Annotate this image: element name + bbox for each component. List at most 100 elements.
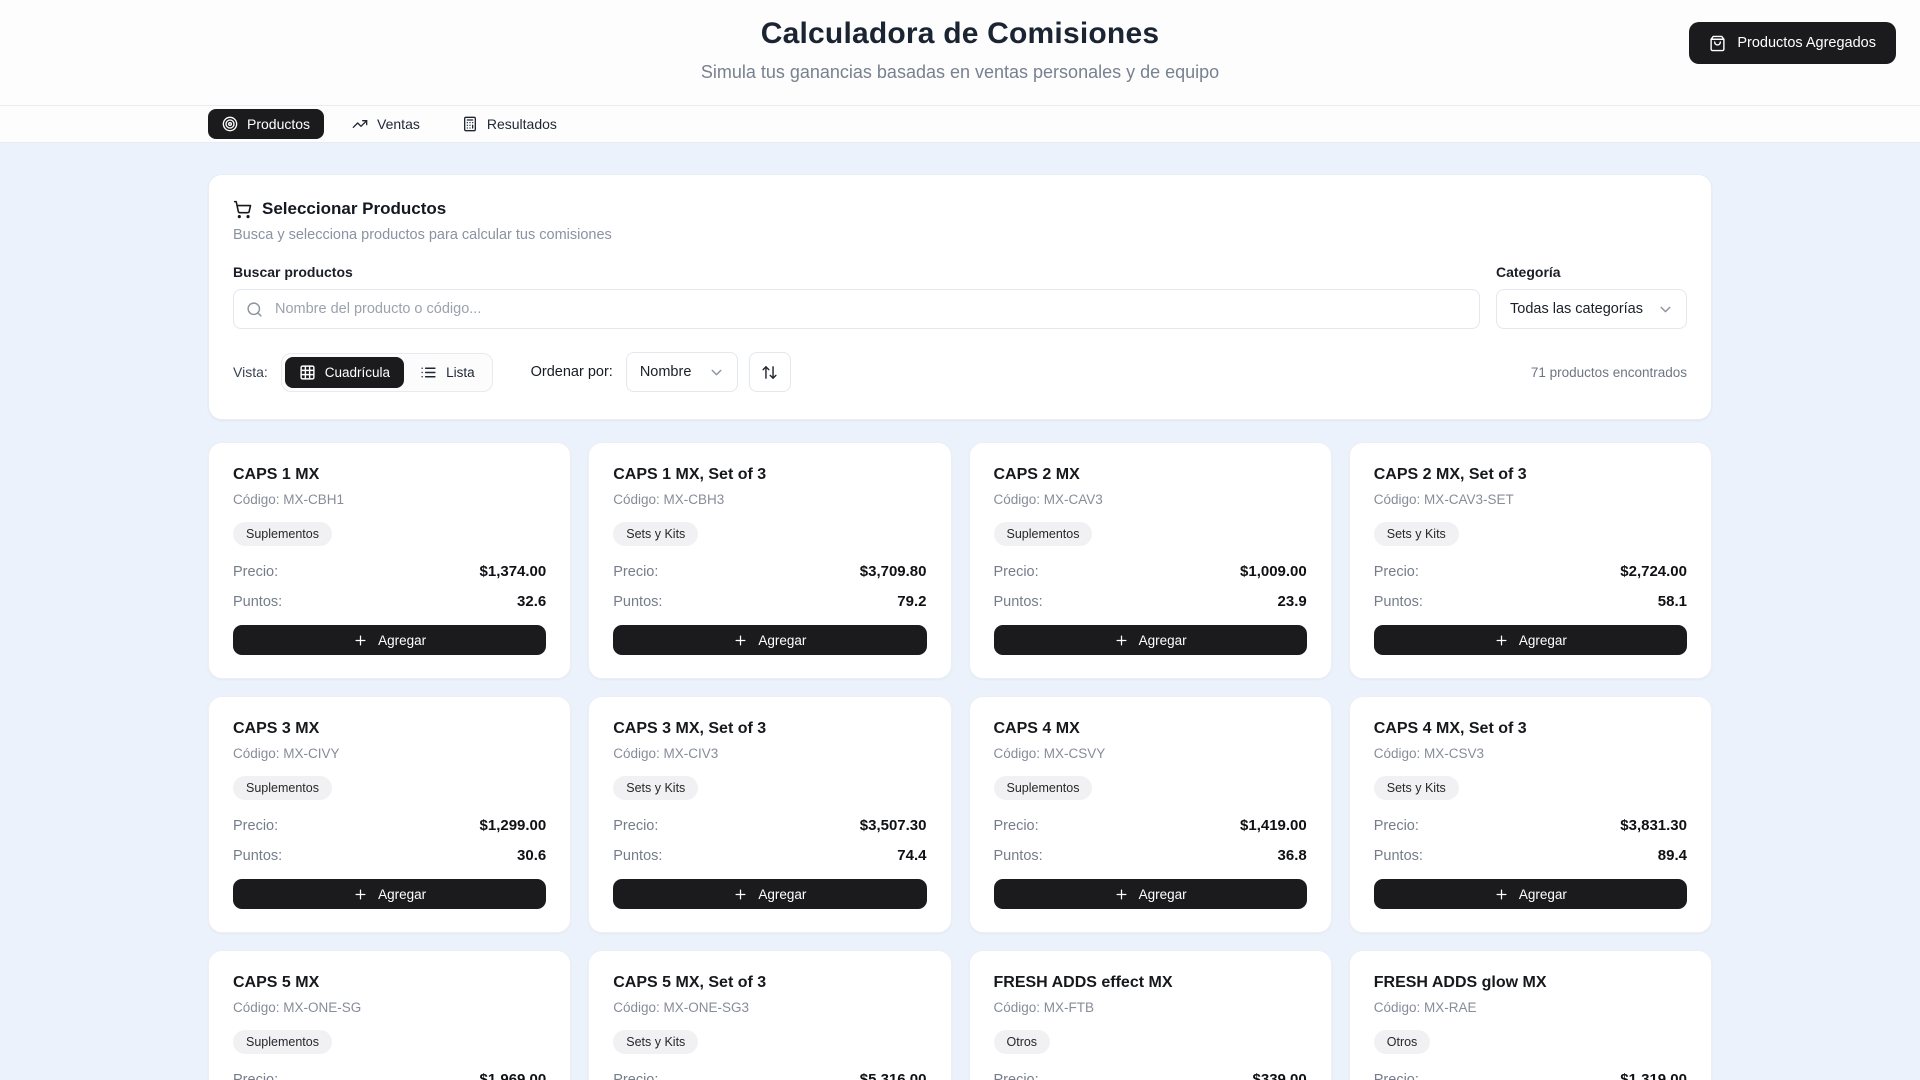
points-value: 36.8 bbox=[1277, 847, 1307, 864]
search-input[interactable] bbox=[233, 289, 1480, 329]
chevron-down-icon bbox=[708, 364, 725, 381]
category-badge: Sets y Kits bbox=[1373, 776, 1459, 800]
points-row: Puntos: 74.4 bbox=[613, 847, 926, 864]
add-button-label: Agregar bbox=[1518, 632, 1567, 648]
price-row: Precio: $339.00 bbox=[994, 1071, 1307, 1080]
panel-subtitle: Busca y selecciona productos para calcul… bbox=[233, 227, 612, 243]
price-label: Precio: bbox=[993, 564, 1039, 580]
add-product-button[interactable]: Agregar bbox=[233, 879, 547, 909]
product-name: CAPS 4 MX bbox=[993, 720, 1080, 737]
price-value: $1,374.00 bbox=[479, 563, 547, 580]
list-icon bbox=[420, 364, 437, 381]
trending-up-icon bbox=[352, 116, 368, 132]
add-product-button[interactable]: Agregar bbox=[613, 625, 927, 655]
tab-label: Resultados bbox=[486, 116, 557, 132]
price-label: Precio: bbox=[613, 818, 659, 834]
price-value: $1,419.00 bbox=[1240, 817, 1307, 834]
tab-productos[interactable]: Productos bbox=[208, 109, 325, 139]
plus-icon bbox=[353, 633, 368, 648]
points-label: Puntos: bbox=[613, 848, 663, 864]
product-code: Código: MX-FTB bbox=[993, 1000, 1095, 1015]
product-code: Código: MX-CBH3 bbox=[613, 492, 725, 507]
chevron-down-icon bbox=[1657, 301, 1674, 318]
price-row: Precio: $1,319.00 bbox=[1374, 1071, 1687, 1080]
arrow-up-down-icon bbox=[761, 364, 778, 381]
add-button-label: Agregar bbox=[378, 886, 427, 902]
tab-label: Ventas bbox=[377, 116, 420, 132]
add-product-button[interactable]: Agregar bbox=[1373, 625, 1687, 655]
add-product-button[interactable]: Agregar bbox=[233, 625, 547, 655]
add-button-label: Agregar bbox=[758, 886, 807, 902]
results-count: 71 productos encontrados bbox=[1530, 364, 1687, 380]
product-code: Código: MX-CSVY bbox=[993, 746, 1106, 761]
add-product-button[interactable]: Agregar bbox=[1373, 879, 1687, 909]
view-toggle-group: Cuadrícula Lista bbox=[280, 352, 493, 392]
add-button-label: Agregar bbox=[1138, 632, 1187, 648]
price-label: Precio: bbox=[993, 818, 1039, 834]
product-name: CAPS 5 MX bbox=[233, 974, 320, 991]
add-button-label: Agregar bbox=[1138, 886, 1187, 902]
price-row: Precio: $1,419.00 bbox=[994, 817, 1307, 834]
added-products-button-label: Productos Agregados bbox=[1737, 35, 1876, 51]
price-row: Precio: $3,709.80 bbox=[613, 563, 926, 580]
tab-resultados[interactable]: Resultados bbox=[448, 109, 571, 139]
price-row: Precio: $1,374.00 bbox=[233, 563, 546, 580]
product-card: FRESH ADDS glow MX Código: MX-RAE Otros Pre… bbox=[1348, 950, 1712, 1080]
price-label: Precio: bbox=[1373, 1072, 1419, 1080]
add-product-button[interactable]: Agregar bbox=[993, 879, 1307, 909]
plus-icon bbox=[1114, 633, 1129, 648]
price-row: Precio: $3,831.30 bbox=[1374, 817, 1687, 834]
product-name: CAPS 1 MX, Set of 3 bbox=[613, 466, 767, 483]
price-label: Precio: bbox=[1373, 818, 1419, 834]
product-name: CAPS 2 MX bbox=[993, 466, 1080, 483]
sort-select[interactable]: Nombre bbox=[625, 352, 738, 392]
price-label: Precio: bbox=[233, 1072, 279, 1080]
add-product-button[interactable]: Agregar bbox=[613, 879, 927, 909]
product-code: Código: MX-CBH1 bbox=[233, 492, 345, 507]
view-list-label: Lista bbox=[446, 364, 475, 380]
product-code: Código: MX-ONE-SG3 bbox=[613, 1000, 750, 1015]
product-card: CAPS 3 MX Código: MX-CIVY Suplementos Preci… bbox=[208, 696, 572, 933]
category-badge: Suplementos bbox=[993, 776, 1093, 800]
category-select[interactable]: Todas las categorías bbox=[1496, 289, 1687, 329]
product-code: Código: MX-CSV3 bbox=[1373, 746, 1485, 761]
tab-ventas[interactable]: Ventas bbox=[338, 109, 434, 139]
view-grid-button[interactable]: Cuadrícula bbox=[284, 356, 405, 388]
price-value: $5,316.00 bbox=[859, 1071, 927, 1080]
sort-direction-button[interactable] bbox=[748, 352, 791, 392]
points-value: 30.6 bbox=[517, 847, 547, 864]
product-card: CAPS 5 MX Código: MX-ONE-SG Suplementos Pre… bbox=[208, 950, 572, 1080]
category-badge: Sets y Kits bbox=[613, 776, 699, 800]
product-code: Código: MX-CIVY bbox=[233, 746, 340, 761]
view-list-button[interactable]: Lista bbox=[406, 357, 489, 388]
shopping-cart-icon bbox=[233, 200, 252, 219]
price-value: $1,319.00 bbox=[1620, 1071, 1687, 1080]
price-value: $3,831.30 bbox=[1620, 817, 1687, 834]
product-name: CAPS 3 MX, Set of 3 bbox=[613, 720, 767, 737]
select-products-panel: Seleccionar Productos Busca y selecciona… bbox=[208, 174, 1712, 420]
product-name: CAPS 1 MX bbox=[233, 466, 320, 483]
category-badge: Suplementos bbox=[233, 776, 332, 800]
sort-select-value: Nombre bbox=[639, 364, 692, 380]
product-code: Código: MX-ONE-SG bbox=[233, 1000, 362, 1015]
points-value: 74.4 bbox=[897, 847, 927, 864]
added-products-button[interactable]: Productos Agregados bbox=[1689, 22, 1896, 64]
price-value: $1,009.00 bbox=[1240, 563, 1307, 580]
search-icon bbox=[246, 301, 263, 318]
price-value: $1,969.00 bbox=[479, 1071, 547, 1080]
price-value: $1,299.00 bbox=[479, 817, 547, 834]
add-product-button[interactable]: Agregar bbox=[993, 625, 1307, 655]
product-name: CAPS 3 MX bbox=[233, 720, 320, 737]
price-value: $3,507.30 bbox=[859, 817, 927, 834]
product-card: CAPS 4 MX Código: MX-CSVY Suplementos Preci… bbox=[968, 696, 1332, 933]
category-label: Categoría bbox=[1496, 264, 1561, 280]
product-name: CAPS 5 MX, Set of 3 bbox=[613, 974, 767, 991]
product-card: CAPS 3 MX, Set of 3 Código: MX-CIV3 Sets y… bbox=[588, 696, 952, 933]
product-name: FRESH ADDS glow MX bbox=[1373, 974, 1547, 991]
points-value: 23.9 bbox=[1277, 593, 1307, 610]
tab-label: Productos bbox=[247, 116, 311, 132]
points-value: 89.4 bbox=[1657, 847, 1687, 864]
product-grid: CAPS 1 MX Código: MX-CBH1 Suplementos Preci… bbox=[208, 442, 1712, 1080]
points-label: Puntos: bbox=[993, 594, 1043, 610]
view-grid-label: Cuadrícula bbox=[324, 364, 391, 380]
